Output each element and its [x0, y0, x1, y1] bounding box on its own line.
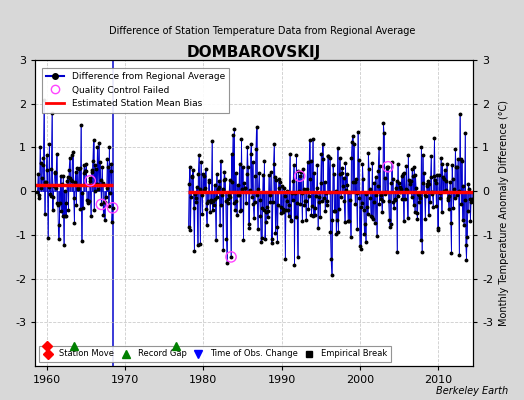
Quality Control Failed: [296, 173, 304, 179]
Difference from Regional Average: [81, 162, 88, 167]
Legend: Station Move, Record Gap, Time of Obs. Change, Empirical Break: Station Move, Record Gap, Time of Obs. C…: [39, 346, 391, 362]
Difference from Regional Average: [35, 189, 41, 194]
Quality Control Failed: [227, 254, 235, 260]
Difference from Regional Average: [52, 169, 59, 174]
Difference from Regional Average: [110, 206, 116, 210]
Difference from Regional Average: [41, 98, 47, 103]
Difference from Regional Average: [45, 236, 51, 240]
Quality Control Failed: [384, 164, 392, 170]
Difference from Regional Average: [61, 243, 67, 248]
Quality Control Failed: [108, 205, 117, 211]
Quality Control Failed: [86, 178, 94, 184]
Title: DOMBAROVSKIJ: DOMBAROVSKIJ: [187, 45, 321, 60]
Estimated Station Mean Bias: [32, 183, 38, 188]
Line: Difference from Regional Average: Difference from Regional Average: [36, 99, 114, 246]
Quality Control Failed: [97, 201, 106, 208]
Difference from Regional Average: [59, 214, 66, 219]
Estimated Station Mean Bias: [110, 183, 116, 188]
Difference from Regional Average: [102, 218, 108, 223]
Difference from Regional Average: [64, 178, 70, 183]
Y-axis label: Monthly Temperature Anomaly Difference (°C): Monthly Temperature Anomaly Difference (…: [499, 100, 509, 326]
Text: Berkeley Earth: Berkeley Earth: [436, 386, 508, 396]
Text: Difference of Station Temperature Data from Regional Average: Difference of Station Temperature Data f…: [109, 26, 415, 36]
